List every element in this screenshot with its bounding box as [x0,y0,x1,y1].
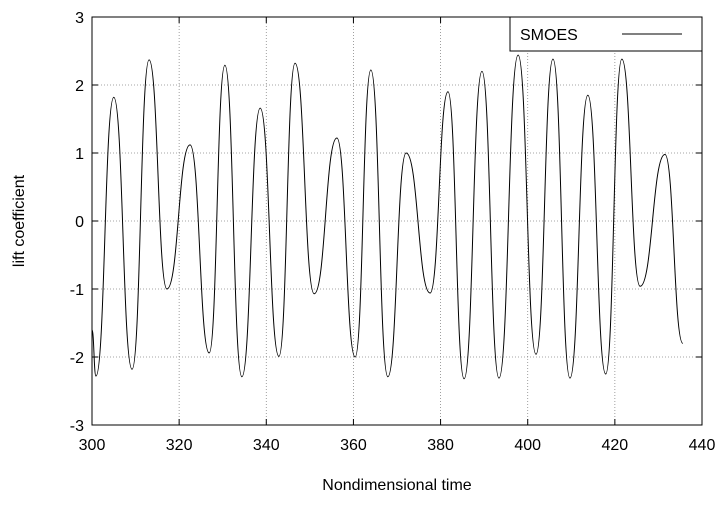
x-tick-label: 380 [427,437,454,454]
y-tick-label: -3 [70,418,84,435]
y-tick-label: -2 [70,350,84,367]
x-tick-label: 400 [514,437,541,454]
legend-label: SMOES [520,27,578,44]
x-tick-label: 360 [340,437,367,454]
x-tick-label: 320 [166,437,193,454]
plot-frame [91,16,703,426]
x-tick-label: 300 [79,437,106,454]
x-tick-label: 340 [253,437,280,454]
data-line [91,54,684,380]
y-axis-label: lift coefficient [11,174,28,267]
y-tick-label: 2 [75,78,84,95]
y-tick-label: 3 [75,10,84,27]
y-tick-label: -1 [70,282,84,299]
y-tick-label: 0 [75,214,84,231]
x-tick-label: 420 [602,437,629,454]
x-tick-label: 440 [689,437,716,454]
x-axis-label: Nondimensional time [322,477,472,494]
y-tick-label: 1 [75,146,84,163]
